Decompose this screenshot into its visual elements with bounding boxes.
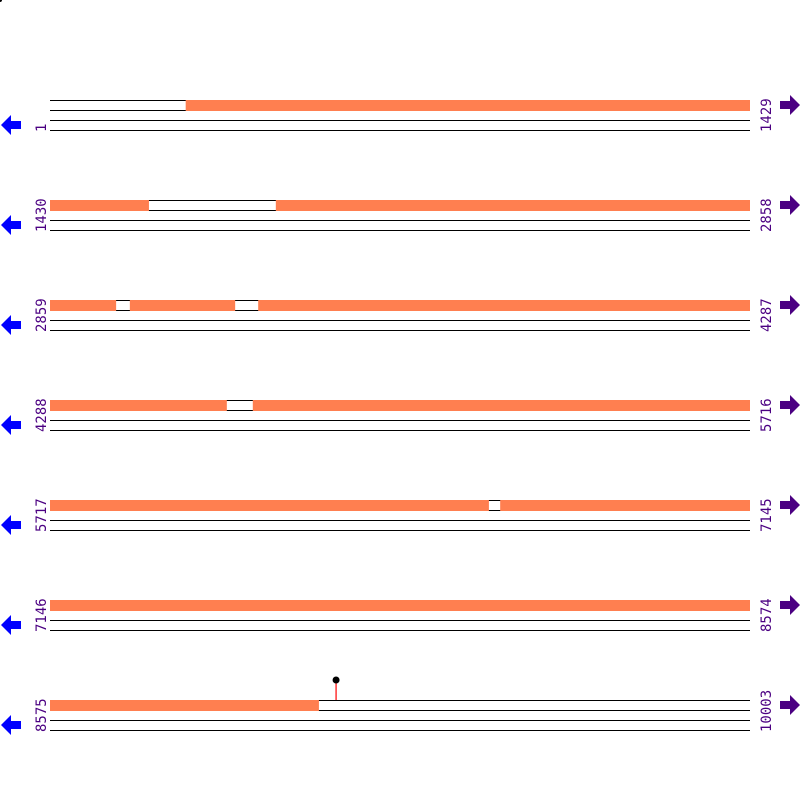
arrow-left-icon[interactable]: [1, 615, 21, 635]
row-end-label: 5716: [759, 398, 775, 432]
arrow-right-icon[interactable]: [780, 195, 800, 215]
arrow-left-icon[interactable]: [1, 315, 21, 335]
row-start-label: 1430: [34, 198, 50, 232]
sequence-row: 1430 2858: [1, 195, 800, 235]
row-end-label: 4287: [759, 298, 775, 332]
feature-segment[interactable]: [185, 100, 750, 111]
feature-segment[interactable]: [50, 400, 227, 411]
row-start-label: 4288: [34, 398, 50, 432]
sequence-row: 4288 5716: [1, 395, 800, 435]
row-start-label: 1: [34, 124, 50, 132]
feature-segment[interactable]: [500, 500, 750, 511]
feature-segment[interactable]: [129, 300, 236, 311]
sequence-row: 8575 10003: [1, 676, 800, 735]
feature-segment[interactable]: [50, 500, 489, 511]
arrow-left-icon[interactable]: [1, 215, 21, 235]
sequence-row: 7146 8574: [1, 595, 800, 635]
arrow-left-icon[interactable]: [1, 515, 21, 535]
arrow-right-icon[interactable]: [780, 495, 800, 515]
arrow-right-icon[interactable]: [780, 95, 800, 115]
arrow-right-icon[interactable]: [780, 695, 800, 715]
row-end-label: 7145: [759, 498, 775, 532]
feature-segment[interactable]: [252, 400, 750, 411]
marker-head[interactable]: [332, 676, 340, 684]
arrow-left-icon[interactable]: [1, 715, 21, 735]
corner-dot: [0, 0, 2, 2]
feature-segment[interactable]: [50, 600, 750, 611]
feature-segment[interactable]: [50, 300, 117, 311]
sequence-row: 1 1429: [1, 95, 800, 135]
row-start-label: 2859: [34, 298, 50, 332]
row-end-label: 1429: [759, 98, 775, 132]
row-start-label: 5717: [34, 498, 50, 532]
feature-segment[interactable]: [258, 300, 750, 311]
row-end-label: 2858: [759, 198, 775, 232]
row-start-label: 7146: [34, 598, 50, 632]
row-end-label: 10003: [759, 690, 775, 732]
row-end-label: 8574: [759, 598, 775, 632]
sequence-row: 5717 7145: [1, 495, 800, 535]
arrow-left-icon[interactable]: [1, 115, 21, 135]
feature-segment[interactable]: [50, 200, 149, 211]
arrow-right-icon[interactable]: [780, 595, 800, 615]
feature-segment[interactable]: [275, 200, 750, 211]
arrow-left-icon[interactable]: [1, 415, 21, 435]
arrow-right-icon[interactable]: [780, 295, 800, 315]
sequence-row: 2859 4287: [1, 295, 800, 335]
arrow-right-icon[interactable]: [780, 395, 800, 415]
row-start-label: 8575: [34, 698, 50, 732]
feature-segment[interactable]: [50, 700, 319, 711]
